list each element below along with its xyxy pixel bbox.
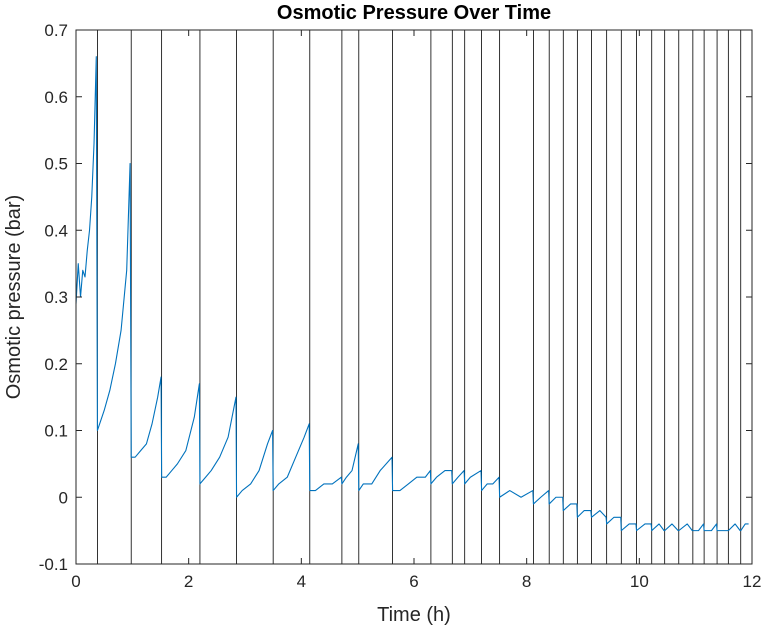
x-tick-label-2: 4 <box>297 572 306 591</box>
y-tick-label-4: 0.3 <box>44 288 68 307</box>
vertical-marker-lines <box>97 30 742 564</box>
x-tick-label-1: 2 <box>184 572 193 591</box>
x-axis-ticks: 0 2 4 6 8 10 12 <box>71 30 761 591</box>
y-tick-label-0: -0.1 <box>39 555 68 574</box>
x-tick-label-4: 8 <box>522 572 531 591</box>
x-tick-label-0: 0 <box>71 572 80 591</box>
axes-box <box>75 29 753 565</box>
y-tick-label-7: 0.6 <box>44 88 68 107</box>
x-tick-label-6: 12 <box>743 572 762 591</box>
y-tick-label-6: 0.5 <box>44 155 68 174</box>
y-tick-label-1: 0 <box>59 488 68 507</box>
x-tick-label-3: 6 <box>409 572 418 591</box>
y-tick-label-3: 0.2 <box>44 355 68 374</box>
chart-title: Osmotic Pressure Over Time <box>277 2 551 24</box>
y-tick-label-2: 0.1 <box>44 422 68 441</box>
y-tick-label-5: 0.4 <box>44 221 68 240</box>
series-line <box>75 56 749 532</box>
y-axis-ticks: -0.1 0 0.1 0.2 0.3 0.4 0.5 0.6 0.7 <box>39 21 752 574</box>
x-tick-label-5: 10 <box>630 572 649 591</box>
y-axis-label: Osmotic pressure (bar) <box>3 195 25 400</box>
y-tick-label-8: 0.7 <box>44 21 68 40</box>
x-axis-label: Time (h) <box>377 604 451 626</box>
